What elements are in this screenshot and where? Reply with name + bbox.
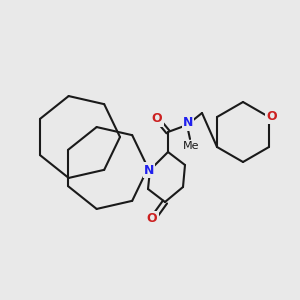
Text: O: O: [147, 212, 157, 226]
Text: Me: Me: [183, 141, 199, 151]
Text: N: N: [144, 164, 154, 176]
Text: O: O: [267, 110, 277, 122]
Text: O: O: [152, 112, 162, 125]
Text: N: N: [183, 116, 193, 130]
